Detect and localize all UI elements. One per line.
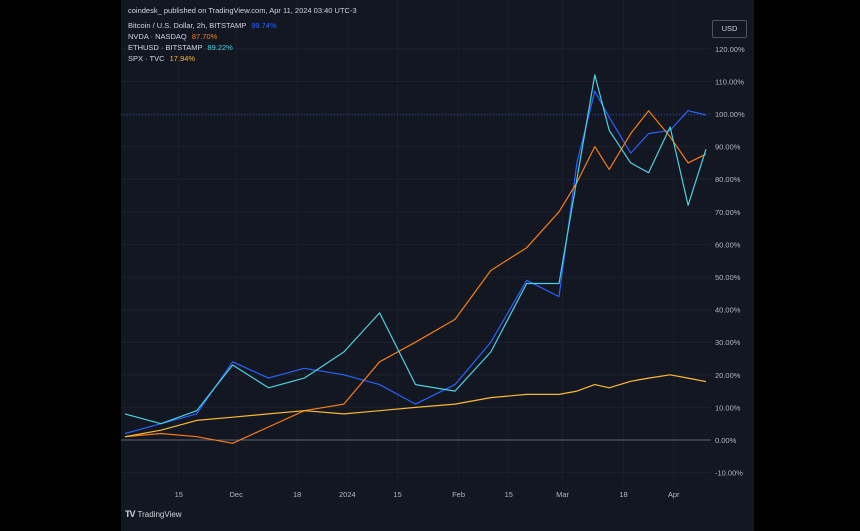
- series-line-nvda: [124, 110, 707, 444]
- currency-button[interactable]: USD: [712, 20, 747, 38]
- y-tick-label: 50.00%: [715, 273, 741, 282]
- legend-name: SPX · TVC: [128, 54, 165, 63]
- legend-value: 87.70%: [191, 32, 218, 41]
- legend-item-nvda[interactable]: NVDA · NASDAQ 87.70%: [128, 32, 217, 41]
- legend-value: 17.94%: [169, 54, 196, 63]
- y-tick-label: 100.00%: [715, 110, 745, 119]
- series-line-spx: [124, 374, 707, 438]
- gridlines: [121, 0, 711, 485]
- y-tick-label: 90.00%: [715, 143, 741, 152]
- legend-item-btc[interactable]: Bitcoin / U.S. Dollar, 2h, BITSTAMP 99.7…: [128, 21, 277, 30]
- series-line-eth: [124, 74, 707, 425]
- y-tick-label: 10.00%: [715, 403, 741, 412]
- x-tick-label: 2024: [339, 490, 356, 499]
- y-tick-label: 120.00%: [715, 45, 745, 54]
- legend-item-eth[interactable]: ETHUSD · BITSTAMP 89.22%: [128, 43, 233, 52]
- chart-panel: 120.00% 110.00% 100.00% 90.00% 80.00% 70.00% 6…: [121, 0, 754, 531]
- series-lines: [124, 74, 707, 444]
- x-axis-labels: 15 Dec 18 2024 15 Feb 15 Mar 18 Apr: [175, 490, 680, 499]
- y-tick-label: 30.00%: [715, 338, 741, 347]
- x-tick-label: Apr: [668, 490, 680, 499]
- y-axis-labels: 120.00% 110.00% 100.00% 90.00% 80.00% 70.00% 6…: [715, 45, 745, 478]
- tradingview-label: TradingView: [137, 509, 182, 519]
- y-tick-label: 40.00%: [715, 306, 741, 315]
- legend-name: NVDA · NASDAQ: [128, 32, 187, 41]
- legend-item-spx[interactable]: SPX · TVC 17.94%: [128, 54, 195, 63]
- x-tick-label: 18: [619, 490, 627, 499]
- x-tick-label: 15: [393, 490, 401, 499]
- y-tick-label: 60.00%: [715, 240, 741, 249]
- legend-name: ETHUSD · BITSTAMP: [128, 43, 203, 52]
- x-tick-label: Mar: [556, 490, 569, 499]
- publisher-line: coindesk_ published on TradingView.com, …: [128, 6, 357, 15]
- legend-name: Bitcoin / U.S. Dollar, 2h, BITSTAMP: [128, 21, 247, 30]
- x-tick-label: 18: [293, 490, 301, 499]
- legend-value: 89.22%: [207, 43, 233, 52]
- y-tick-label: -10.00%: [715, 469, 743, 478]
- legend-value: 99.74%: [251, 21, 277, 30]
- series-line-btc: [124, 90, 707, 435]
- y-tick-label: 80.00%: [715, 175, 741, 184]
- x-tick-label: Dec: [230, 490, 244, 499]
- y-tick-label: 20.00%: [715, 371, 741, 380]
- y-tick-label: 70.00%: [715, 208, 741, 217]
- tradingview-brand[interactable]: TV TradingView: [125, 509, 182, 519]
- chart-canvas: 120.00% 110.00% 100.00% 90.00% 80.00% 70.00% 6…: [121, 0, 745, 499]
- y-tick-label: 0.00%: [715, 436, 737, 445]
- y-tick-label: 110.00%: [715, 77, 744, 86]
- x-tick-label: Feb: [452, 490, 465, 499]
- tradingview-logo-icon: TV: [125, 509, 135, 519]
- x-tick-label: 15: [505, 490, 513, 499]
- x-tick-label: 15: [175, 490, 183, 499]
